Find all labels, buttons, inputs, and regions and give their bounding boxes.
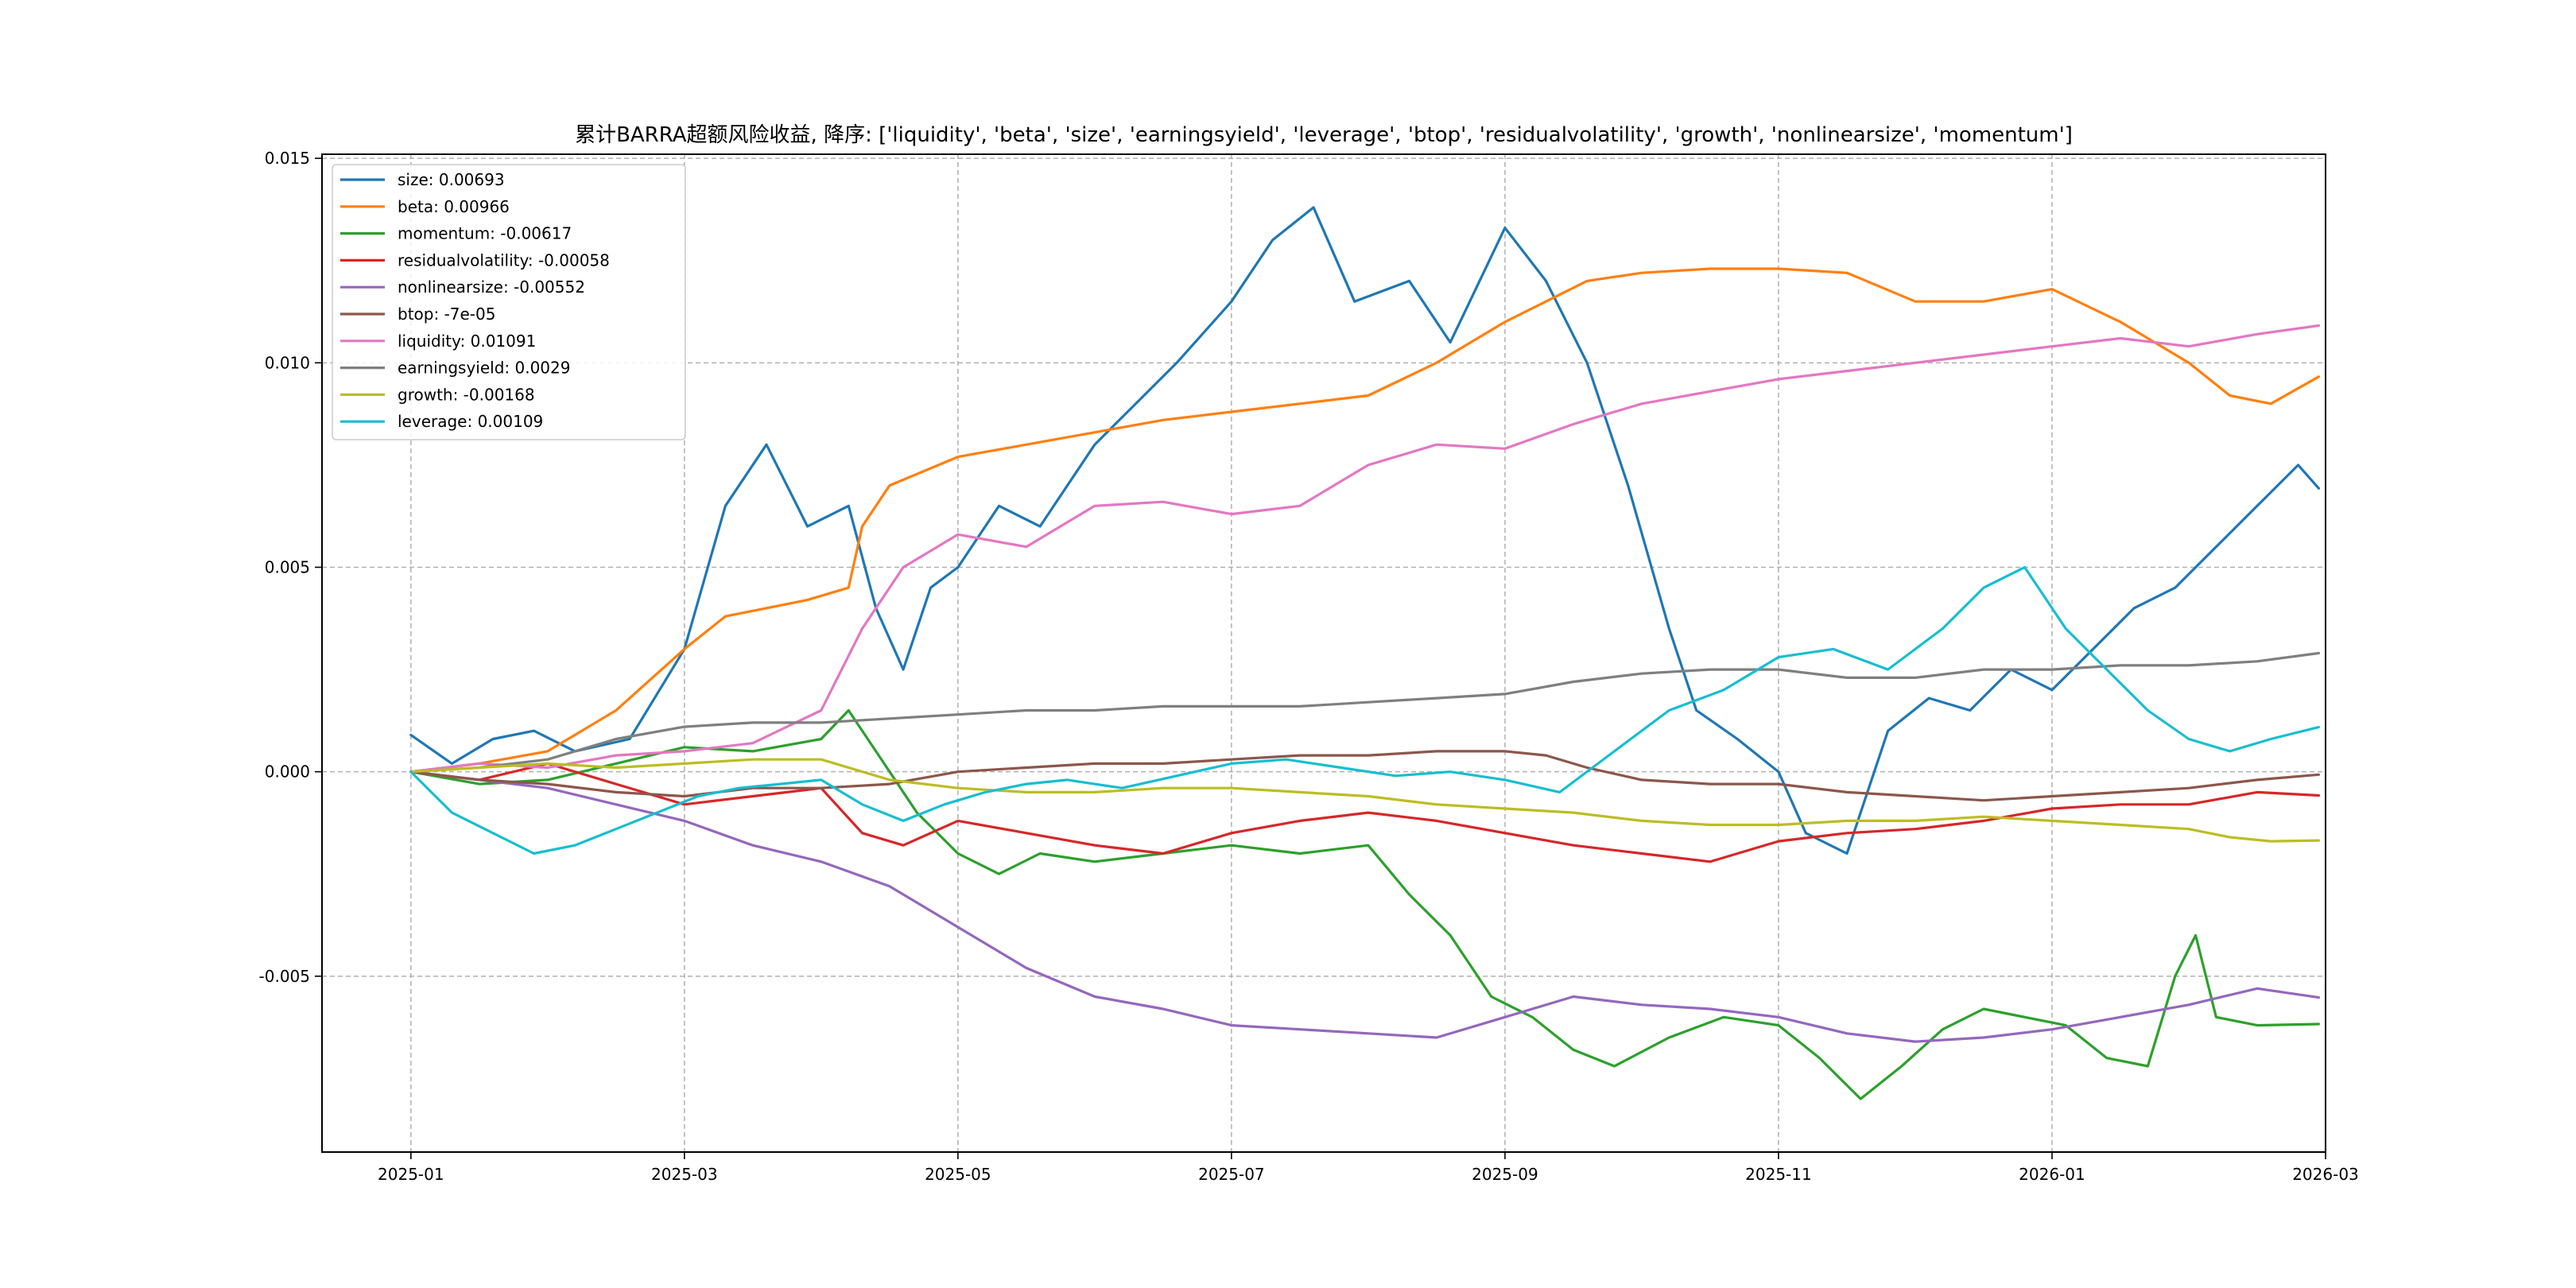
legend-label-momentum: momentum: -0.00617 [398, 224, 572, 243]
y-tick-label: 0.015 [265, 149, 310, 168]
x-tick-label: 2025-09 [1472, 1165, 1538, 1184]
x-axis: 2025-01 2025-03 2025-05 2025-07 2025-09 2025-… [378, 1152, 2359, 1184]
legend-label-leverage: leverage: 0.00109 [398, 412, 543, 431]
series-line-residualvolatility [409, 762, 2320, 863]
series-line-momentum [409, 708, 2320, 1100]
legend-label-nonlinearsize: nonlinearsize: -0.00552 [398, 277, 585, 297]
legend-label-btop: btop: -7e-05 [398, 305, 495, 324]
y-axis: -0.005 0.000 0.005 0.010 0.015 [259, 149, 322, 986]
y-tick-label: 0.010 [265, 353, 310, 372]
y-tick-label: 0.005 [265, 557, 310, 576]
x-tick-label: 2025-03 [651, 1165, 718, 1184]
series-line-earningsyield [409, 651, 2320, 774]
chart-title: 累计BARRA超额风险收益, 降序: ['liquidity', 'beta',… [575, 123, 2073, 147]
series-line-leverage [409, 565, 2320, 855]
x-tick-label: 2025-01 [378, 1165, 444, 1184]
plot-frame [321, 153, 2326, 1153]
legend: size: 0.00693 beta: 0.00966 momentum: -0.0… [332, 164, 686, 440]
series-line-liquidity [409, 324, 2320, 774]
x-tick-label: 2026-03 [2292, 1165, 2359, 1184]
y-tick-label: 0.000 [265, 762, 310, 782]
series-line-btop [409, 750, 2320, 802]
legend-label-earningsyield: earningsyield: 0.0029 [398, 359, 570, 378]
legend-label-liquidity: liquidity: 0.01091 [398, 332, 536, 351]
legend-label-growth: growth: -0.00168 [398, 385, 535, 404]
series-line-nonlinearsize [409, 770, 2320, 1043]
x-tick-label: 2025-07 [1198, 1165, 1265, 1184]
x-tick-label: 2025-05 [925, 1165, 991, 1184]
y-tick-label: -0.005 [259, 967, 310, 986]
legend-label-beta: beta: 0.00966 [398, 197, 510, 216]
series-layer [409, 206, 2320, 1100]
series-line-size [409, 206, 2320, 855]
series-line-beta [409, 267, 2320, 774]
legend-label-residualvolatility: residualvolatility: -0.00058 [398, 250, 610, 270]
grid [322, 154, 2326, 1152]
x-tick-label: 2026-01 [2019, 1165, 2085, 1184]
legend-frame [332, 164, 686, 440]
series-line-growth [409, 758, 2320, 843]
x-tick-label: 2025-11 [1745, 1165, 1812, 1184]
legend-label-size: size: 0.00693 [398, 170, 505, 189]
